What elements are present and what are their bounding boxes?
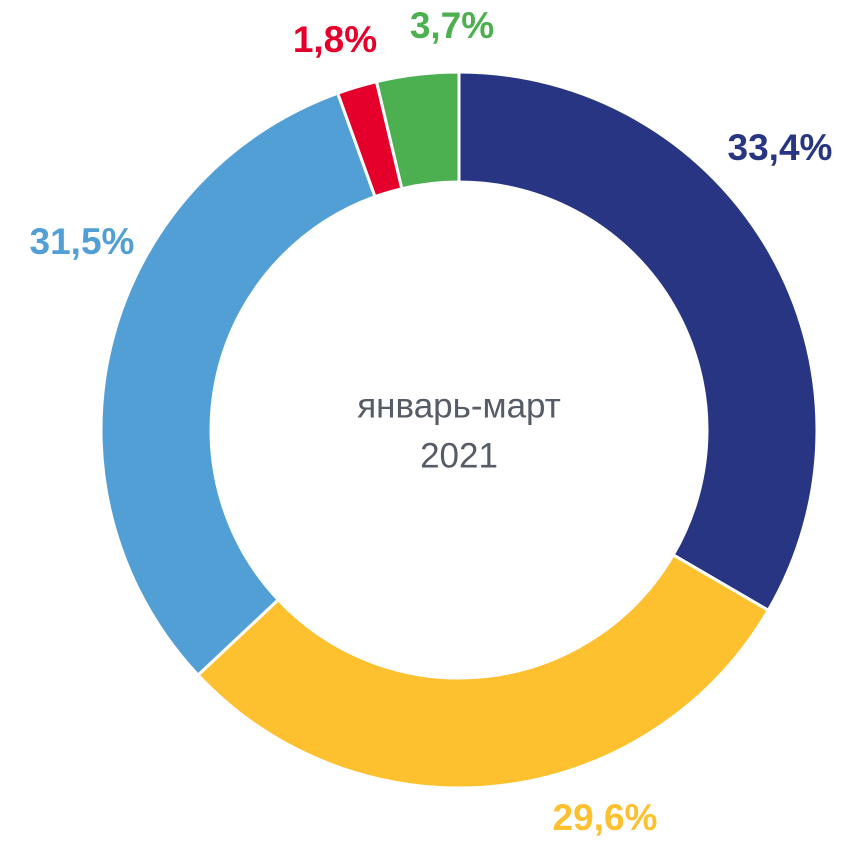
- donut-slice: [195, 552, 771, 790]
- value-label: 3,7%: [410, 5, 494, 46]
- donut-slice: [374, 70, 461, 191]
- donut-slice: [99, 91, 377, 678]
- donut-slice: [457, 70, 819, 613]
- center-text: январь-март: [357, 386, 561, 425]
- center-text: 2021: [420, 436, 498, 475]
- value-label: 31,5%: [30, 221, 135, 262]
- value-label: 33,4%: [728, 127, 833, 168]
- value-label: 1,8%: [293, 19, 377, 60]
- value-label: 29,6%: [553, 797, 658, 838]
